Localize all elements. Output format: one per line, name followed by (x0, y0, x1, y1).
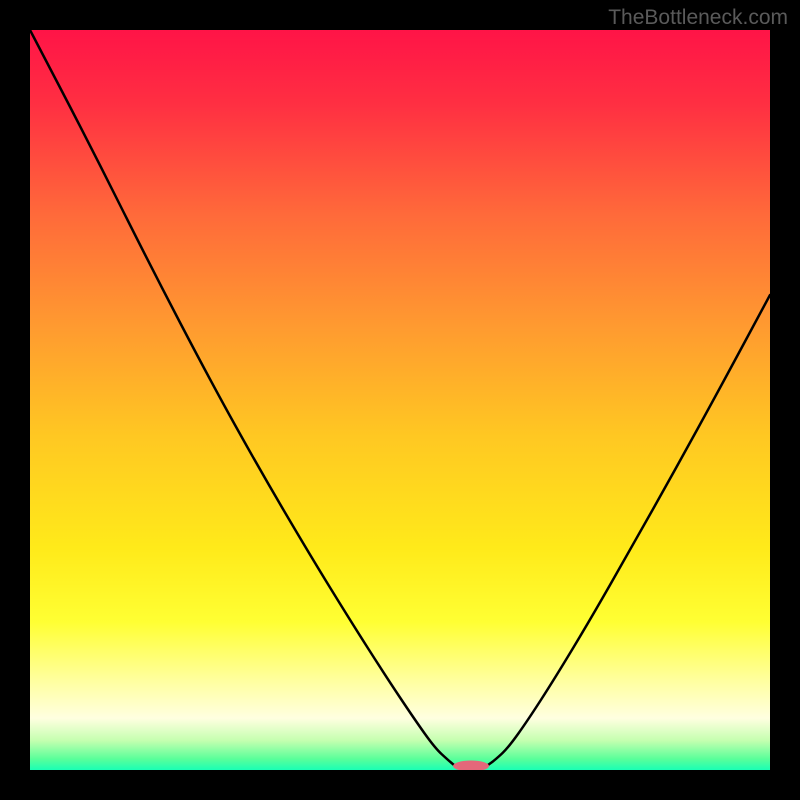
watermark-text: TheBottleneck.com (608, 6, 788, 30)
bottleneck-chart (30, 30, 770, 770)
gradient-background (30, 30, 770, 770)
plot-area (30, 30, 770, 770)
chart-container: TheBottleneck.com (0, 0, 800, 800)
